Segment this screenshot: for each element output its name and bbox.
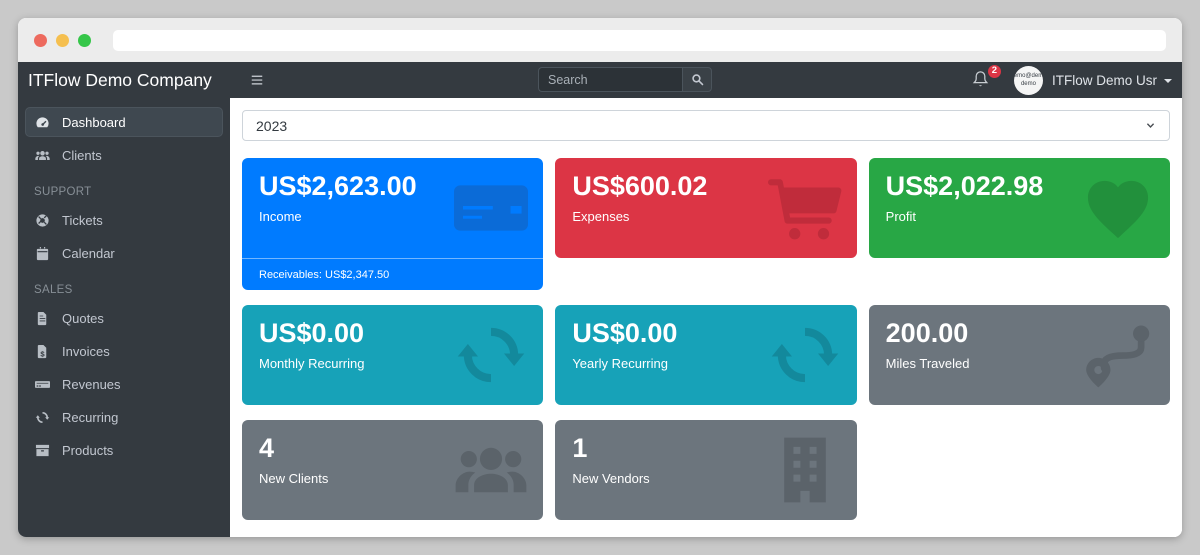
address-bar[interactable] — [113, 29, 1166, 51]
notifications-button[interactable]: 2 — [972, 65, 1001, 90]
card-label: Monthly Recurring — [259, 356, 365, 371]
sidebar-item-label: Clients — [62, 147, 102, 163]
year-select-value: 2023 — [256, 117, 288, 134]
card-label: New Clients — [259, 471, 329, 486]
sidebar-item-label: Recurring — [62, 409, 119, 425]
card-yearly-recurring: US$0.00 Yearly Recurring — [555, 305, 857, 405]
sidebar-nav: Dashboard Clients SUPPORT Tickets Calendar SA… — [18, 98, 230, 477]
sidebar-item-revenues[interactable]: Revenues — [25, 369, 223, 399]
card-monthly-recurring: US$0.00 Monthly Recurring — [242, 305, 544, 405]
card-value: US$600.02 — [572, 171, 708, 201]
file-lines-icon — [34, 311, 51, 326]
search-input[interactable] — [538, 67, 682, 92]
sidebar-item-label: Quotes — [62, 310, 104, 326]
card-label: Expenses — [572, 209, 630, 224]
card-new-vendors: 1 New Vendors — [555, 420, 857, 520]
card-label: Yearly Recurring — [572, 356, 668, 371]
card-label: Income — [259, 209, 302, 224]
avatar-text: demo — [1020, 81, 1036, 87]
card-value: 1 — [572, 433, 588, 463]
hamburger-menu-icon[interactable] — [248, 73, 266, 87]
sidebar-item-quotes[interactable]: Quotes — [25, 303, 223, 333]
building-icon — [768, 433, 842, 507]
sidebar-section-header: SUPPORT — [34, 186, 92, 198]
notification-badge: 2 — [987, 65, 1001, 78]
card-value: US$2,623.00 — [259, 171, 417, 201]
sync-icon — [768, 318, 842, 392]
dashboard-content: 2023 US$2,623.00 Income Receivables: US$2,… — [230, 98, 1182, 537]
gauge-icon — [34, 115, 51, 130]
navbar-right: 2 demo@demo demo ITFlow Demo Usr — [972, 65, 1172, 95]
card-label: New Vendors — [572, 471, 650, 486]
search-icon — [691, 74, 703, 86]
caret-down-icon — [1164, 79, 1172, 83]
sidebar-item-label: Calendar — [62, 245, 115, 261]
sidebar-item-label: Products — [62, 442, 114, 458]
calendar-icon — [34, 246, 51, 261]
sidebar-item-label: Tickets — [62, 212, 103, 228]
browser-window: ITFlow Demo Company Dashboard Clients SUPP… — [18, 18, 1182, 537]
cart-icon — [767, 171, 842, 245]
sidebar-item-clients[interactable]: Clients — [25, 140, 223, 170]
navbar-search — [538, 67, 712, 92]
sync-icon — [34, 410, 51, 425]
main-column: 2 demo@demo demo ITFlow Demo Usr 2023 — [230, 62, 1182, 537]
card-profit: US$2,022.98 Profit — [868, 158, 1170, 258]
stat-cards: US$2,623.00 Income Receivables: US$2,347.5… — [242, 158, 1170, 520]
sidebar-item-calendar[interactable]: Calendar — [25, 238, 223, 268]
brand-link[interactable]: ITFlow Demo Company — [28, 69, 212, 90]
card-value: 4 — [259, 433, 275, 463]
avatar[interactable]: demo@demo demo — [1013, 65, 1043, 95]
sidebar-item-label: Dashboard — [62, 114, 126, 130]
bell-icon — [972, 71, 989, 87]
zoom-button[interactable] — [78, 33, 91, 47]
close-button[interactable] — [34, 33, 47, 47]
browser-chrome — [18, 18, 1182, 62]
chevron-down-icon — [1146, 123, 1155, 128]
card-value: US$0.00 — [572, 318, 678, 348]
sidebar: ITFlow Demo Company Dashboard Clients SUPP… — [18, 62, 230, 537]
sidebar-item-dashboard[interactable]: Dashboard — [25, 107, 223, 137]
boxes-icon — [34, 443, 51, 458]
card-value: 200.00 — [885, 318, 969, 348]
card-expenses: US$600.02 Expenses — [555, 158, 857, 258]
card-label: Miles Traveled — [885, 356, 970, 371]
card-value: US$2,022.98 — [885, 171, 1044, 201]
file-invoice-dollar-icon: $ — [34, 344, 51, 359]
search-button[interactable] — [682, 67, 712, 92]
window-controls — [34, 33, 91, 47]
card-income: US$2,623.00 Income Receivables: US$2,347.5… — [242, 158, 544, 290]
card-footer: Receivables: US$2,347.50 — [259, 269, 390, 281]
heart-icon — [1081, 171, 1155, 245]
route-icon — [1081, 318, 1155, 392]
minimize-button[interactable] — [56, 33, 69, 47]
credit-card-icon — [454, 171, 529, 245]
top-navbar: 2 demo@demo demo ITFlow Demo Usr — [230, 62, 1182, 98]
life-ring-icon — [34, 213, 51, 228]
sync-icon — [454, 318, 528, 392]
sidebar-item-label: Invoices — [62, 343, 110, 359]
users-icon — [34, 148, 51, 163]
avatar-text: demo@demo — [1013, 72, 1043, 79]
card-value: US$0.00 — [259, 318, 365, 348]
users-icon — [454, 433, 528, 507]
card-new-clients: 4 New Clients — [242, 420, 544, 520]
year-select[interactable]: 2023 — [242, 110, 1170, 141]
sidebar-item-products[interactable]: Products — [25, 435, 223, 465]
sidebar-item-invoices[interactable]: $ Invoices — [25, 336, 223, 366]
sidebar-section-header: SALES — [34, 284, 73, 296]
app-root: ITFlow Demo Company Dashboard Clients SUPP… — [18, 62, 1182, 537]
card-miles-traveled: 200.00 Miles Traveled — [868, 305, 1170, 405]
sidebar-item-label: Revenues — [62, 376, 121, 392]
svg-text:$: $ — [40, 349, 45, 358]
sidebar-item-tickets[interactable]: Tickets — [25, 205, 223, 235]
user-name: ITFlow Demo Usr — [1051, 72, 1157, 88]
user-menu[interactable]: ITFlow Demo Usr — [1052, 73, 1172, 88]
money-check-icon — [34, 377, 51, 392]
card-label: Profit — [885, 209, 916, 224]
card-divider — [242, 258, 544, 259]
sidebar-item-recurring[interactable]: Recurring — [25, 402, 223, 432]
